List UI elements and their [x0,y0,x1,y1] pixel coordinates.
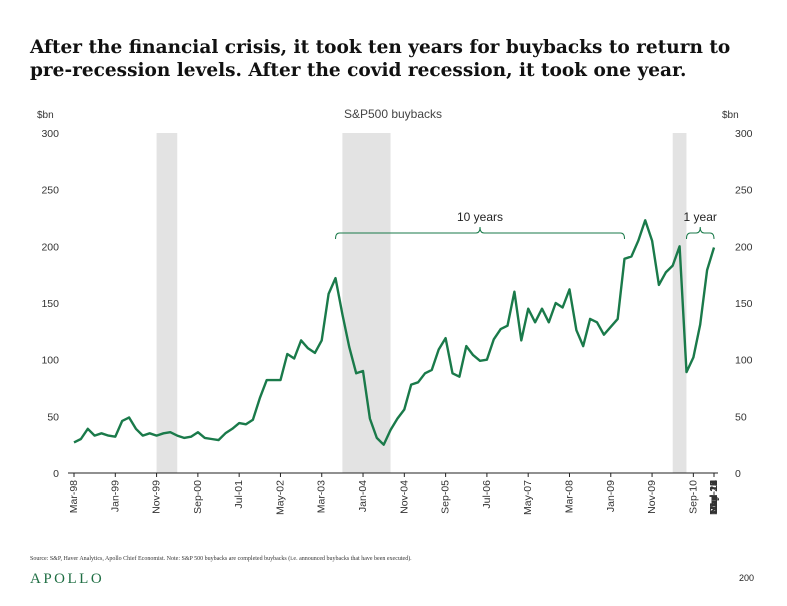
x-tick-label: Jul-21 [708,480,720,509]
annotation-brace-1 [335,226,626,240]
y-axis-label-left: $bn [37,110,54,121]
y-tick-left-300: 300 [41,128,59,140]
y-tick-left-50: 50 [47,411,59,423]
x-tick-label: May-02 [274,480,286,515]
x-tick-label: Nov-14 [708,480,720,514]
annotation-label-1: 10 years [457,210,503,224]
x-tick-label: Sep-10 [687,480,699,514]
x-tick-label: Sep-00 [192,480,204,514]
y-tick-right-250: 250 [735,185,753,197]
headline-line-2: pre-recession levels. After the covid re… [30,60,687,81]
x-tick-label: Nov-99 [151,480,163,514]
page-number: 200 [738,573,754,583]
y-tick-right-100: 100 [735,355,753,367]
headline-line-1: After the financial crisis, it took ten … [30,37,731,58]
annotation-label-2: 1 year [684,210,717,224]
x-tick-label: Mar-08 [563,480,575,513]
x-tick-label: Sep-05 [440,480,452,514]
x-tick-label: Jan-14 [708,480,720,512]
x-tick-label: May-12 [708,480,720,515]
y-tick-left-250: 250 [41,185,59,197]
apollo-logo: APOLLO [30,571,105,587]
y-tick-left-0: 0 [53,468,59,480]
x-tick-label: Mar-98 [68,480,80,513]
x-tick-label: May-07 [522,480,534,515]
x-tick-label: Sep-20 [708,480,720,514]
recession-band-2 [342,133,391,473]
x-tick-label: Jul-01 [233,480,245,509]
y-tick-right-0: 0 [735,468,741,480]
x-tick-label: Mar-18 [708,480,720,513]
y-tick-left-200: 200 [41,241,59,253]
y-tick-left-100: 100 [41,355,59,367]
chart-headline: After the financial crisis, it took ten … [30,36,760,82]
x-tick-label: Jan-99 [109,480,121,512]
annotation-brace-2 [685,226,715,240]
x-tick-label: Jan-04 [357,480,369,512]
recession-band-3 [672,133,687,473]
source-footnote: Source: S&P, Haver Analytics, Apollo Chi… [30,556,412,562]
y-tick-right-150: 150 [735,298,753,310]
x-tick-label: Nov-04 [398,480,410,514]
chart-title: S&P500 buybacks [344,107,442,121]
y-tick-right-300: 300 [735,128,753,140]
x-tick-label: Nov-19 [708,480,720,514]
x-tick-label: Mar-13 [708,480,720,513]
x-tick-label: Sep-15 [708,480,720,514]
recession-band-1 [156,133,178,473]
y-axis-label-right: $bn [722,110,739,121]
x-tick-label: May-17 [708,480,720,515]
x-tick-label: Jul-16 [708,480,720,509]
x-tick-label: Jul-11 [708,480,720,508]
x-tick-label: Nov-09 [646,480,658,514]
y-tick-right-50: 50 [735,411,747,423]
buybacks-line-chart: S&P500 buybacks $bn $bn 0 0 50 50 100 100 150 1… [37,107,753,515]
x-tick-label: Jan-19 [708,480,720,512]
y-tick-left-150: 150 [41,298,59,310]
buybacks-series-line [73,219,716,446]
x-tick-label: Jul-06 [481,480,493,509]
y-tick-right-200: 200 [735,241,753,253]
x-tick-label: Jan-09 [605,480,617,512]
x-tick-label: Mar-03 [316,480,328,513]
